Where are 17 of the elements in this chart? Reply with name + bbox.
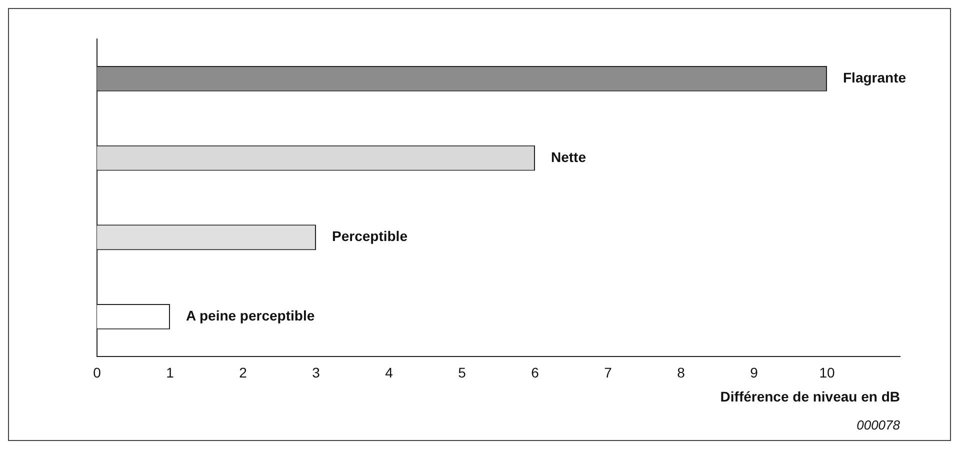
x-tick-label: 6 bbox=[531, 364, 540, 381]
y-tick-label: Flagrante bbox=[843, 70, 906, 86]
x-tick-label: 10 bbox=[819, 364, 835, 381]
x-tick-label: 8 bbox=[677, 364, 686, 381]
y-tick-label: Nette bbox=[551, 148, 586, 165]
y-tick-label: A peine perceptible bbox=[186, 308, 315, 324]
x-tick-label: 5 bbox=[458, 364, 466, 381]
x-tick-label: 0 bbox=[93, 364, 102, 381]
x-tick-label: 9 bbox=[750, 364, 758, 381]
x-axis-title: Différence de niveau en dB bbox=[720, 388, 900, 404]
x-tick-label: 1 bbox=[166, 364, 174, 381]
x-tick-label: 3 bbox=[312, 364, 320, 381]
x-tick-label: 7 bbox=[604, 364, 612, 381]
y-tick-label: Perceptible bbox=[332, 228, 408, 244]
x-tick-label: 4 bbox=[385, 364, 394, 381]
x-tick-label: 2 bbox=[239, 364, 248, 381]
text: 000078 bbox=[856, 418, 901, 433]
